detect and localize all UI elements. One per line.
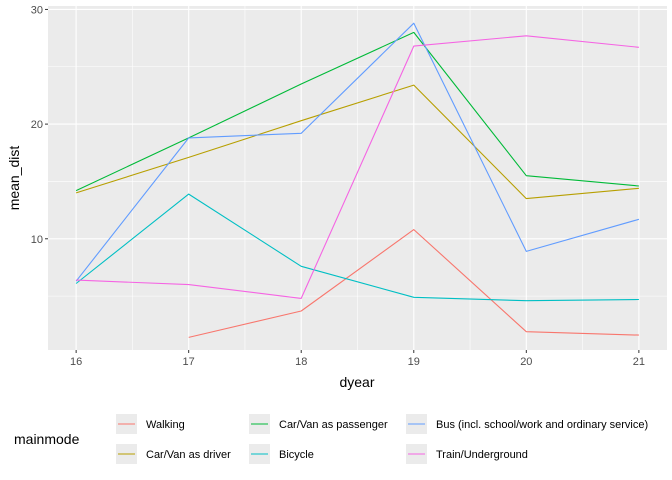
y-tick-label: 30: [31, 4, 43, 16]
x-tick-label: 19: [408, 356, 420, 368]
series-line-car-van-as-driver: [75, 84, 639, 200]
legend-title: mainmode: [14, 431, 80, 447]
x-tick-label: 16: [70, 356, 82, 368]
legend-item-car-van-as-passenger: Car/Van as passenger: [249, 414, 388, 434]
series-line-bus-incl-school-work-and-ordinary-service: [75, 22, 640, 282]
minor-gridlines: [48, 6, 667, 350]
legend-item-car-van-as-driver: Car/Van as driver: [116, 444, 231, 464]
x-tick-label: 17: [183, 356, 195, 368]
x-tick-label: 20: [520, 356, 532, 368]
legend-label: Bicycle: [279, 449, 314, 461]
y-tick-labels: 10 20 30: [31, 4, 43, 245]
x-tick-labels: 16 17 18 19 20 21: [70, 356, 645, 368]
legend-item-train-underground: Train/Underground: [406, 444, 528, 464]
y-tick-label: 10: [31, 234, 43, 246]
legend-item-walking: Walking: [116, 414, 185, 434]
x-axis-title: dyear: [339, 374, 374, 390]
series-line-bicycle: [75, 193, 639, 302]
legend: mainmode Walking Car/Van as driver Car/Van…: [14, 414, 648, 464]
legend-label: Train/Underground: [436, 449, 528, 461]
axis-ticks: [45, 8, 640, 353]
legend-item-bicycle: Bicycle: [249, 444, 314, 464]
series-lines: [75, 22, 640, 338]
legend-label: Walking: [146, 419, 185, 431]
series-line-train-underground: [76, 35, 639, 299]
legend-item-bus-incl-school-work-and-ordinary-service: Bus (incl. school/work and ordinary serv…: [406, 414, 648, 434]
legend-label: Bus (incl. school/work and ordinary serv…: [436, 419, 648, 431]
major-gridlines: [48, 6, 667, 350]
series-line-car-van-as-passenger: [75, 31, 639, 192]
x-tick-label: 21: [633, 356, 645, 368]
x-tick-label: 18: [295, 356, 307, 368]
y-tick-label: 20: [31, 119, 43, 131]
legend-label: Car/Van as passenger: [279, 419, 388, 431]
legend-label: Car/Van as driver: [146, 449, 231, 461]
y-axis-title: mean_dist: [6, 146, 22, 211]
series-line-walking: [188, 229, 639, 338]
